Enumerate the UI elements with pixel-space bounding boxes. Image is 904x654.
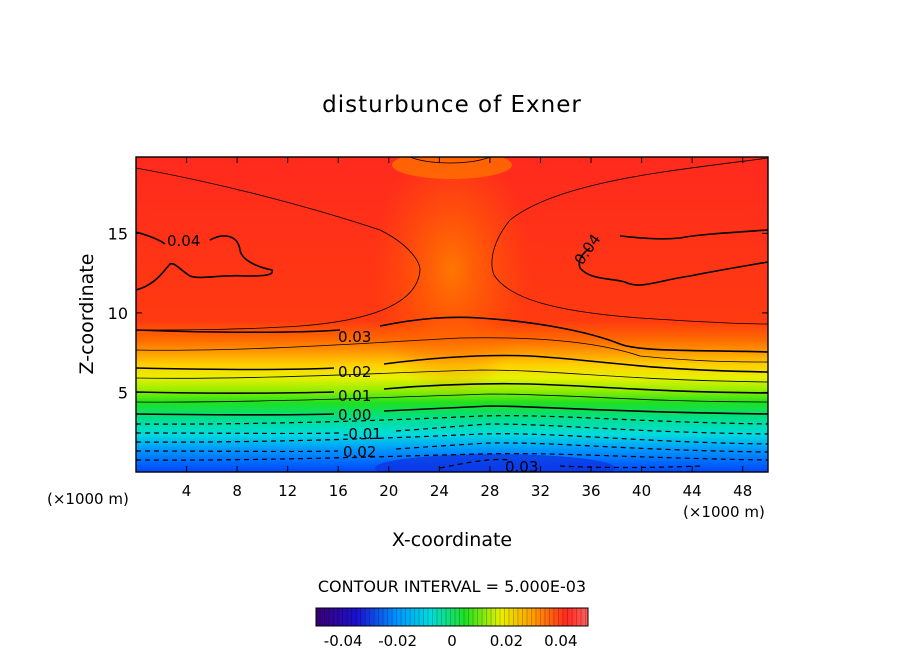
contour-line-0.03 <box>136 316 768 353</box>
x-tick-label: 4 <box>182 482 192 500</box>
plot-area <box>136 157 768 472</box>
contour-line-m0.03 <box>439 458 701 469</box>
contour-line-0.015 <box>136 369 768 383</box>
contour-line-m0.01 <box>136 423 768 435</box>
colorbar-tick-label: -0.02 <box>378 632 417 650</box>
contour-line-0.005 <box>136 393 768 403</box>
x-tick-label: 48 <box>733 482 752 500</box>
contour-line-0.025 <box>136 337 768 363</box>
y-axis-ticks: 5 10 15 <box>108 224 768 402</box>
colorbar-tick-label: 0 <box>447 632 457 650</box>
x-tick-label: 36 <box>581 482 600 500</box>
contour-label: 0.02 <box>338 363 371 381</box>
contour-line-m0.005 <box>136 415 768 425</box>
colorbar-tick-label: 0.04 <box>544 632 577 650</box>
x-tick-label: 32 <box>531 482 550 500</box>
minimum-region <box>375 454 615 472</box>
contour-interval-text: CONTOUR INTERVAL = 5.000E-03 <box>318 577 586 596</box>
y-axis-label: Z-coordinate <box>76 254 98 375</box>
saddle-region <box>372 157 532 400</box>
contour-line-m0.025 <box>136 453 768 461</box>
x-tick-label: 24 <box>430 482 449 500</box>
x-tick-label: 20 <box>379 482 398 500</box>
contour-label: 0.03 <box>505 458 538 476</box>
contour-line-0.00 <box>136 405 768 416</box>
x-axis-ticks: 4 8 12 16 20 24 28 32 36 40 44 48 <box>182 157 752 500</box>
contour-label: 0.03 <box>338 328 371 346</box>
contour-line-left-lobe <box>136 167 421 331</box>
x-tick-label: 44 <box>683 482 702 500</box>
y-tick-label: 10 <box>108 304 128 323</box>
x-tick-label: 40 <box>632 482 651 500</box>
x-tick-label: 16 <box>329 482 348 500</box>
colorbar-fill <box>316 608 588 626</box>
contour-label: 0.02 <box>343 443 376 461</box>
x-unit-right: (×1000 m) <box>683 503 765 521</box>
y-tick-label: 5 <box>118 383 128 402</box>
plot-frame <box>135 156 769 473</box>
contour-label: 0.00 <box>338 406 371 424</box>
contour-line-m0.02 <box>136 442 768 453</box>
contour-label: 0.01 <box>338 387 371 405</box>
colorbar: -0.04 -0.02 0 0.02 0.04 <box>315 607 589 650</box>
x-tick-label: 8 <box>232 482 242 500</box>
contour-line-0.02 <box>136 354 768 373</box>
contour-line-0.04-right <box>578 229 768 286</box>
colorbar-tick-label: -0.04 <box>324 632 363 650</box>
contour-line-right-lobe <box>491 157 768 325</box>
x-tick-label: 28 <box>480 482 499 500</box>
x-axis-label: X-coordinate <box>392 529 512 551</box>
x-tick-label: 12 <box>278 482 297 500</box>
contour-line-top <box>409 157 491 164</box>
contour-line-0.01 <box>136 382 768 394</box>
top-orange-region <box>392 157 512 179</box>
colorbar-ticks: -0.04 -0.02 0 0.02 0.04 <box>324 632 578 650</box>
colorbar-frame <box>315 607 589 627</box>
contour-label: 0.04 <box>167 232 200 250</box>
colorbar-stripes <box>319 608 586 626</box>
contour-label: -0.01 <box>343 425 382 443</box>
x-unit-left: (×1000 m) <box>47 490 129 508</box>
contour-line-m0.015 <box>136 433 768 445</box>
y-tick-label: 15 <box>108 224 128 243</box>
colorbar-tick-label: 0.02 <box>490 632 523 650</box>
chart-title: disturbunce of Exner <box>322 92 582 118</box>
